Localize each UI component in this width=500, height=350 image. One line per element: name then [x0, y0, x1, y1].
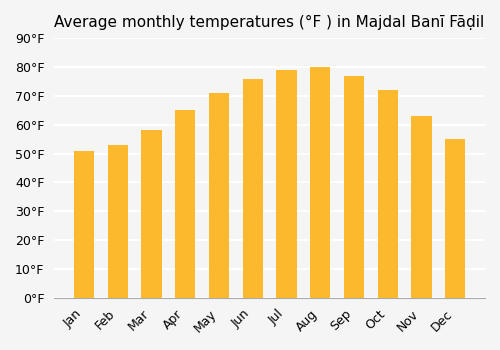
Bar	[378, 90, 398, 298]
Bar	[74, 150, 94, 298]
Bar	[175, 110, 196, 298]
Bar	[310, 67, 330, 298]
Bar	[108, 145, 128, 298]
Bar	[142, 131, 162, 298]
Bar	[344, 76, 364, 298]
Bar	[209, 93, 229, 298]
Bar	[276, 70, 296, 298]
Bar	[242, 78, 263, 298]
Title: Average monthly temperatures (°F ) in Majdal Banī Fāḍil: Average monthly temperatures (°F ) in Ma…	[54, 15, 484, 30]
Bar	[445, 139, 466, 298]
Bar	[412, 116, 432, 298]
